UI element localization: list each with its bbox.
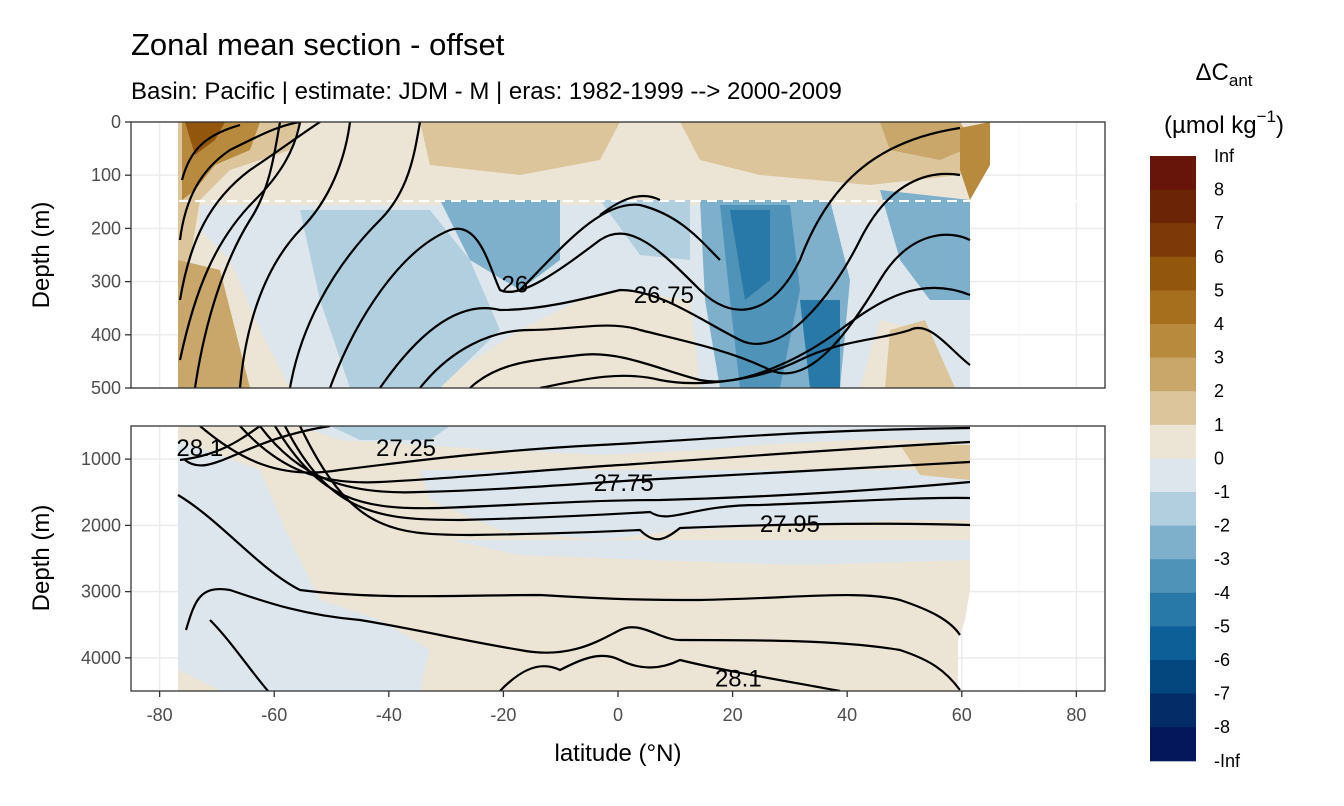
legend-swatch bbox=[1150, 424, 1196, 459]
legend-swatch bbox=[1150, 727, 1196, 762]
y-tick-label-lower: 2000 bbox=[81, 515, 121, 535]
legend-swatch bbox=[1150, 324, 1196, 359]
y-tick-label-upper: 300 bbox=[91, 272, 121, 292]
x-tick-label: -20 bbox=[490, 705, 516, 725]
legend-colorbar: Inf 8 7 6 5 4 3 2 1 0 -1 -2 -3 -4 -5 -6 -7 -8 -Inf bbox=[1150, 146, 1241, 771]
contour-label: 26.75 bbox=[634, 282, 694, 309]
axes: -80 -60 -40 -20 0 20 40 60 80 0 100 200 300 400 500 100… bbox=[81, 112, 1086, 725]
y-tick-label-upper: 400 bbox=[91, 325, 121, 345]
legend-label: -4 bbox=[1214, 583, 1230, 603]
legend-title-sub: ant bbox=[1229, 71, 1253, 90]
contour-label: 27.75 bbox=[594, 470, 654, 497]
y-tick-label-lower: 1000 bbox=[81, 449, 121, 469]
legend-label: 4 bbox=[1214, 314, 1224, 334]
contour-label: 26 bbox=[502, 271, 529, 298]
legend-label: 8 bbox=[1214, 180, 1224, 200]
contour-label: 28.1 bbox=[715, 665, 762, 692]
legend-label: -3 bbox=[1214, 549, 1230, 569]
x-tick-label: 60 bbox=[952, 705, 972, 725]
lower-contours bbox=[177, 426, 971, 691]
x-tick-label: 0 bbox=[613, 705, 623, 725]
x-tick-label: -60 bbox=[261, 705, 287, 725]
legend-label: -5 bbox=[1214, 616, 1230, 636]
contour-label: 27.95 bbox=[760, 511, 820, 538]
legend-swatch bbox=[1150, 525, 1196, 560]
legend-unit: (µmol kg−1) bbox=[1164, 107, 1284, 139]
contour-label: 28.1 bbox=[176, 435, 223, 462]
lower-panel-field bbox=[177, 426, 971, 691]
legend-label: 3 bbox=[1214, 348, 1224, 368]
x-axis-label: latitude (°N) bbox=[555, 740, 682, 767]
legend-title: ΔCant bbox=[1195, 59, 1252, 90]
y-axis-label-upper: Depth (m) bbox=[28, 202, 55, 309]
y-tick-label-upper: 200 bbox=[91, 218, 121, 238]
legend-label: -8 bbox=[1214, 717, 1230, 737]
legend-swatch bbox=[1150, 626, 1196, 661]
y-tick-label-lower: 3000 bbox=[81, 582, 121, 602]
legend-label: -Inf bbox=[1214, 751, 1241, 771]
upper-panel bbox=[130, 121, 1106, 389]
legend-label: 6 bbox=[1214, 247, 1224, 267]
legend-swatch bbox=[1150, 156, 1196, 191]
legend-title-main: ΔC bbox=[1195, 59, 1228, 86]
legend-unit-sup: −1 bbox=[1257, 107, 1276, 126]
legend-swatch bbox=[1150, 693, 1196, 728]
x-tick-label: -80 bbox=[147, 705, 173, 725]
legend-swatch bbox=[1150, 357, 1196, 392]
legend-label: -7 bbox=[1214, 684, 1230, 704]
legend-unit-text: (µmol kg bbox=[1164, 112, 1257, 139]
upper-contours bbox=[178, 122, 971, 388]
legend-label: -6 bbox=[1214, 650, 1230, 670]
legend-swatch bbox=[1150, 492, 1196, 527]
legend-label: -1 bbox=[1214, 482, 1230, 502]
legend-label: -2 bbox=[1214, 516, 1230, 536]
legend-unit-close: ) bbox=[1276, 112, 1284, 139]
legend-swatch bbox=[1150, 256, 1196, 291]
legend-swatch bbox=[1150, 458, 1196, 493]
y-tick-label-upper: 500 bbox=[91, 378, 121, 398]
legend-swatch bbox=[1150, 189, 1196, 224]
x-tick-label: 80 bbox=[1066, 705, 1086, 725]
legend-label: 5 bbox=[1214, 280, 1224, 300]
legend-label: 2 bbox=[1214, 381, 1224, 401]
lower-panel bbox=[130, 425, 1106, 692]
legend-swatch bbox=[1150, 391, 1196, 426]
legend-swatch bbox=[1150, 559, 1196, 594]
legend-label: 1 bbox=[1214, 415, 1224, 435]
legend-swatch bbox=[1150, 290, 1196, 325]
legend: ΔCant (µmol kg−1) Inf 8 7 6 5 4 3 2 1 0 -1 -2 -3 -4 -5… bbox=[1150, 59, 1284, 771]
upper-panel-field bbox=[131, 122, 1105, 388]
legend-swatch bbox=[1150, 223, 1196, 258]
y-tick-label-upper: 100 bbox=[91, 165, 121, 185]
y-axis-label-lower: Depth (m) bbox=[28, 505, 55, 612]
legend-swatch bbox=[1150, 660, 1196, 695]
x-tick-label: -40 bbox=[376, 705, 402, 725]
y-tick-label-upper: 0 bbox=[111, 112, 121, 132]
chart-subtitle: Basin: Pacific | estimate: JDM - M | era… bbox=[131, 78, 842, 105]
y-tick-label-lower: 4000 bbox=[81, 648, 121, 668]
legend-label: 0 bbox=[1214, 448, 1224, 468]
contour-label: 27.25 bbox=[376, 435, 436, 462]
x-tick-label: 20 bbox=[723, 705, 743, 725]
x-tick-label: 40 bbox=[837, 705, 857, 725]
contour-labels: 26 26.75 28.1 27.25 27.75 27.95 28.1 bbox=[176, 271, 820, 692]
legend-label: Inf bbox=[1214, 146, 1235, 166]
chart-title: Zonal mean section - offset bbox=[131, 27, 505, 62]
legend-label: 7 bbox=[1214, 213, 1224, 233]
legend-swatch bbox=[1150, 592, 1196, 627]
